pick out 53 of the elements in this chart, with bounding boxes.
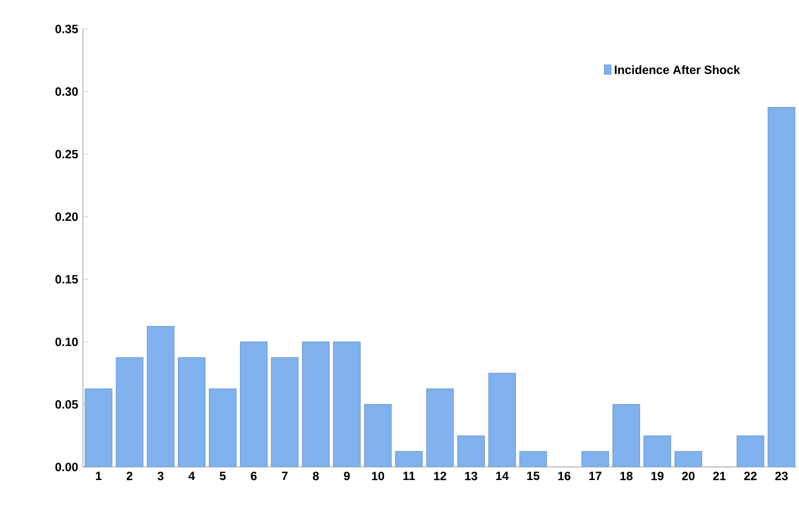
y-tick-label: 0.05 bbox=[55, 400, 78, 409]
bar bbox=[208, 388, 236, 467]
x-tick-label: 20 bbox=[682, 472, 695, 480]
x-tick-label: 17 bbox=[589, 472, 602, 480]
bar bbox=[674, 451, 702, 467]
x-tick-label: 18 bbox=[620, 472, 633, 480]
bar bbox=[736, 435, 764, 467]
bar bbox=[271, 357, 299, 467]
x-tick-label: 13 bbox=[465, 472, 478, 480]
x-tick-label: 14 bbox=[496, 472, 509, 480]
bar bbox=[116, 357, 144, 467]
bar bbox=[395, 451, 423, 467]
bar bbox=[581, 451, 609, 467]
y-tick-label: 0.15 bbox=[55, 275, 78, 284]
y-tick-label: 0.00 bbox=[55, 462, 78, 472]
y-tick-label: 0.20 bbox=[55, 212, 78, 221]
bar bbox=[426, 388, 454, 467]
x-tick-label: 7 bbox=[282, 472, 288, 480]
x-tick-label: 21 bbox=[713, 472, 726, 480]
x-tick-label: 11 bbox=[403, 472, 415, 480]
x-tick-label: 22 bbox=[744, 472, 757, 480]
bar bbox=[488, 372, 516, 467]
legend-label: Incidence After Shock bbox=[614, 65, 740, 74]
y-tick-label: 0.25 bbox=[55, 150, 78, 158]
x-tick-label: 3 bbox=[158, 472, 164, 480]
y-tick-label: 0.30 bbox=[55, 87, 78, 96]
x-tick-label: 6 bbox=[250, 472, 257, 480]
bar bbox=[519, 451, 547, 467]
x-tick-label: 4 bbox=[188, 472, 195, 480]
bar bbox=[644, 435, 672, 467]
y-tick-label: 0.10 bbox=[55, 338, 78, 346]
bar bbox=[84, 388, 112, 467]
bar bbox=[146, 326, 174, 467]
bar bbox=[302, 342, 330, 467]
x-tick-label: 5 bbox=[220, 472, 226, 480]
x-tick-label: 10 bbox=[372, 472, 384, 480]
y-tick-label: 0.35 bbox=[55, 24, 78, 34]
x-tick-label: 23 bbox=[775, 472, 788, 480]
x-tick-label: 12 bbox=[434, 472, 446, 480]
bar bbox=[364, 404, 392, 467]
x-tick-label: 16 bbox=[558, 472, 570, 480]
x-tick-label: 1 bbox=[96, 472, 102, 480]
x-tick-label: 15 bbox=[527, 472, 540, 480]
bar bbox=[240, 342, 268, 467]
x-tick-label: 8 bbox=[312, 472, 319, 480]
x-tick-label: 19 bbox=[651, 472, 664, 480]
x-tick-label: 2 bbox=[126, 472, 132, 480]
bar bbox=[333, 342, 361, 467]
x-tick-label: 9 bbox=[344, 472, 350, 480]
bar bbox=[457, 435, 485, 467]
bar bbox=[768, 106, 796, 467]
bar bbox=[612, 404, 640, 467]
bar bbox=[178, 357, 206, 467]
